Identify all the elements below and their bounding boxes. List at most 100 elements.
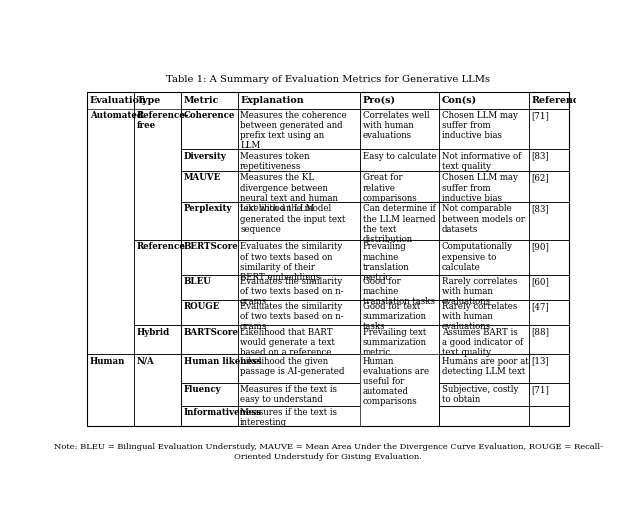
Text: Human
evaluations are
useful for
automated
comparisons: Human evaluations are useful for automat…: [363, 357, 429, 406]
Bar: [360, 354, 439, 427]
Bar: [181, 202, 237, 240]
Text: Coherence: Coherence: [184, 111, 236, 120]
Text: BLEU: BLEU: [184, 277, 212, 286]
Bar: [88, 92, 134, 109]
Bar: [237, 202, 360, 240]
Text: Can determine if
the LLM learned
the text
distribution: Can determine if the LLM learned the tex…: [363, 204, 435, 244]
Text: Assumes BART is
a good indicator of
text quality: Assumes BART is a good indicator of text…: [442, 328, 523, 357]
Bar: [529, 383, 568, 406]
Bar: [88, 240, 134, 275]
Bar: [439, 383, 529, 406]
Bar: [360, 109, 439, 149]
Text: Con(s): Con(s): [442, 96, 477, 105]
Bar: [360, 171, 439, 202]
Bar: [134, 325, 181, 354]
Text: Easy to calculate: Easy to calculate: [363, 151, 436, 161]
Text: Fluency: Fluency: [184, 385, 221, 394]
Bar: [88, 354, 134, 427]
Bar: [360, 202, 439, 240]
Text: [71]: [71]: [531, 111, 549, 120]
Text: Not comparable
between models or
datasets: Not comparable between models or dataset…: [442, 204, 525, 234]
Text: Not informative of
text quality: Not informative of text quality: [442, 151, 521, 171]
Bar: [529, 325, 568, 354]
Text: Note: BLEU = Bilingual Evaluation Understudy, MAUVE = Mean Area Under the Diverg: Note: BLEU = Bilingual Evaluation Unders…: [54, 444, 602, 461]
Bar: [88, 109, 134, 354]
Bar: [88, 109, 134, 354]
Bar: [181, 406, 237, 427]
Bar: [237, 325, 360, 354]
Bar: [181, 300, 237, 325]
Bar: [88, 354, 134, 383]
Bar: [88, 202, 134, 240]
Bar: [237, 406, 360, 427]
Bar: [237, 149, 360, 171]
Bar: [181, 92, 237, 109]
Bar: [529, 354, 568, 383]
Text: [88]: [88]: [531, 328, 549, 337]
Bar: [134, 383, 181, 406]
Bar: [134, 240, 181, 275]
Bar: [529, 275, 568, 300]
Text: Evaluates the similarity
of two texts based on
similarity of their
BERT embeddin: Evaluates the similarity of two texts ba…: [240, 242, 342, 282]
Bar: [88, 354, 134, 427]
Bar: [134, 406, 181, 427]
Text: Chosen LLM may
suffer from
inductive bias: Chosen LLM may suffer from inductive bia…: [442, 111, 518, 140]
Text: Rarely correlates
with human
evaluations: Rarely correlates with human evaluations: [442, 302, 517, 331]
Text: Reference: Reference: [531, 96, 585, 105]
Bar: [439, 240, 529, 275]
Bar: [439, 300, 529, 325]
Text: Hybrid: Hybrid: [137, 328, 170, 337]
Bar: [529, 92, 568, 109]
Text: Automated: Automated: [90, 111, 143, 120]
Text: Likelihood that BART
would generate a text
based on a reference: Likelihood that BART would generate a te…: [240, 328, 335, 357]
Bar: [360, 300, 439, 325]
Bar: [360, 354, 439, 427]
Bar: [237, 92, 360, 109]
Text: Rarely correlates
with human
evaluations: Rarely correlates with human evaluations: [442, 277, 517, 306]
Text: Table 1: A Summary of Evaluation Metrics for Generative LLMs: Table 1: A Summary of Evaluation Metrics…: [166, 75, 490, 84]
Text: Measures the KL
divergence between
neural text and human
text with an LLM: Measures the KL divergence between neura…: [240, 174, 338, 212]
Bar: [529, 171, 568, 202]
Text: [83]: [83]: [531, 151, 549, 161]
Text: Reference-
free: Reference- free: [137, 111, 189, 130]
Text: Measures token
repetitiveness: Measures token repetitiveness: [240, 151, 310, 171]
Bar: [88, 109, 134, 149]
Bar: [134, 109, 181, 240]
Bar: [529, 406, 568, 427]
Bar: [237, 354, 360, 383]
Text: Evaluates the similarity
of two texts based on n-
grams: Evaluates the similarity of two texts ba…: [240, 302, 344, 331]
Bar: [439, 406, 529, 427]
Bar: [181, 275, 237, 300]
Bar: [134, 171, 181, 202]
Bar: [529, 300, 568, 325]
Bar: [529, 202, 568, 240]
Bar: [134, 109, 181, 149]
Text: N/A: N/A: [137, 357, 155, 366]
Bar: [439, 171, 529, 202]
Text: Humans are poor at
detecting LLM text: Humans are poor at detecting LLM text: [442, 357, 529, 375]
Bar: [529, 149, 568, 171]
Text: Good for text
summarization
tasks: Good for text summarization tasks: [363, 302, 427, 331]
Bar: [237, 171, 360, 202]
Text: [13]: [13]: [531, 357, 549, 366]
Bar: [181, 383, 237, 406]
Bar: [134, 149, 181, 171]
Bar: [181, 109, 237, 149]
Bar: [88, 92, 568, 427]
Bar: [237, 109, 360, 149]
Bar: [237, 240, 360, 275]
Text: Great for
relative
comparisons: Great for relative comparisons: [363, 174, 417, 203]
Bar: [134, 354, 181, 383]
Bar: [134, 92, 181, 109]
Bar: [360, 240, 439, 275]
Bar: [529, 109, 568, 149]
Text: [60]: [60]: [531, 277, 549, 286]
Text: Metric: Metric: [184, 96, 220, 105]
Text: Measures if the text is
interesting: Measures if the text is interesting: [240, 408, 337, 428]
Text: Reference-
free: Reference- free: [137, 111, 189, 130]
Text: MAUVE: MAUVE: [184, 174, 221, 183]
Text: ROUGE: ROUGE: [184, 302, 220, 311]
Text: Pro(s): Pro(s): [363, 96, 396, 105]
Bar: [360, 149, 439, 171]
Bar: [134, 300, 181, 325]
